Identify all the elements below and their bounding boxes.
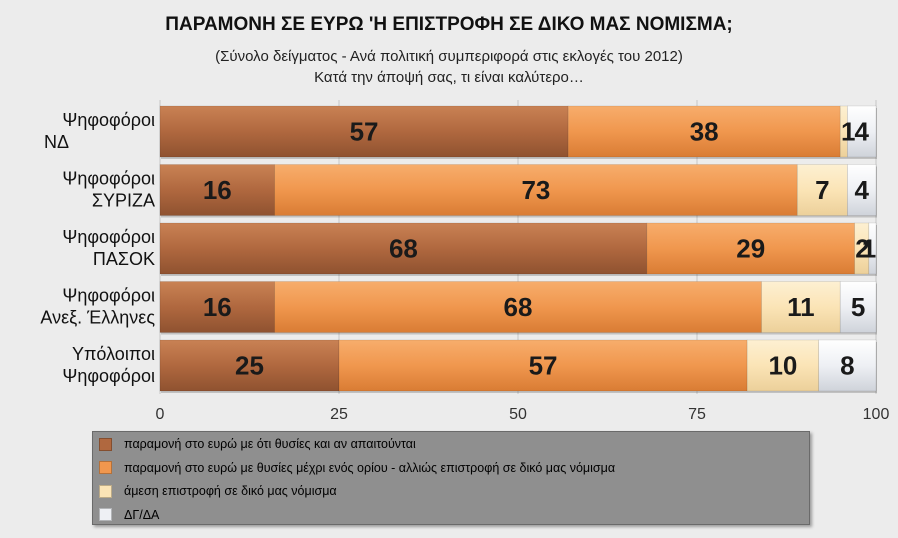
category-label: Ανεξ. Έλληνες	[40, 308, 155, 328]
subtitle-line-1: (Σύνολο δείγματος - Ανά πολιτική συμπερι…	[215, 48, 683, 65]
legend-item: παραμονή στο ευρώ με θυσίες μέχρι ενός ο…	[99, 458, 615, 478]
category-label: Ψηφοφόροι	[62, 286, 155, 306]
data-label: 73	[521, 175, 550, 205]
data-label: 1	[841, 117, 855, 147]
bar-segment	[839, 281, 877, 333]
data-label: 38	[690, 117, 719, 147]
bar-segment	[847, 105, 877, 158]
category-labels: ΨηφοφόροιΝΔΨηφοφόροιΣΥΡΙΖΑΨηφοφόροιΠΑΣΟΚ…	[40, 110, 155, 386]
bar-segment	[274, 164, 798, 216]
bar-segment	[868, 222, 877, 275]
bar-segment	[761, 281, 841, 333]
data-label: 11	[787, 292, 815, 322]
x-tick-label: 75	[688, 406, 706, 423]
legend-swatch	[99, 484, 112, 498]
bar-segment	[159, 164, 275, 216]
x-axis-ticks: 0 25 50 75 100	[156, 406, 890, 423]
category-label: ΣΥΡΙΖΑ	[92, 191, 155, 211]
data-label: 16	[203, 175, 232, 205]
data-label: 68	[504, 292, 533, 322]
category-label: Υπόλοιποι	[72, 344, 155, 364]
data-label: 4	[854, 117, 869, 147]
category-label: ΠΑΣΟΚ	[93, 249, 155, 269]
data-label: 8	[840, 351, 854, 381]
x-tick-label: 0	[156, 406, 165, 423]
legend-label: παραμονή στο ευρώ με ότι θυσίες και αν α…	[124, 437, 416, 451]
legend-swatch	[99, 508, 112, 521]
category-label: ΝΔ	[44, 132, 69, 152]
subtitle-line-2: Κατά την άποψή σας, τι είναι καλύτερο…	[314, 69, 584, 86]
bar-segment	[274, 281, 762, 333]
category-label: Ψηφοφόροι	[62, 169, 155, 189]
bar-segment	[159, 105, 569, 158]
bar-segment	[159, 339, 340, 392]
legend-item: παραμονή στο ευρώ με ότι θυσίες και αν α…	[99, 434, 416, 454]
bar-segment	[646, 222, 855, 275]
bar-segment	[746, 339, 820, 392]
legend-label: άμεση επιστροφή σε δικό μας νόμισμα	[124, 484, 337, 498]
category-label: Ψηφοφόροι	[62, 227, 155, 247]
data-label: 29	[736, 234, 765, 264]
bar-segment	[796, 164, 848, 216]
legend-item: ΔΓ/ΔΑ	[99, 505, 159, 525]
bar-segment	[847, 164, 877, 216]
legend-swatch	[99, 437, 112, 451]
data-label: 57	[529, 351, 558, 381]
data-label: 16	[203, 292, 232, 322]
data-label: 68	[389, 234, 418, 264]
bar-segment	[567, 105, 841, 158]
x-tick-label: 50	[509, 406, 527, 423]
data-label: 2	[855, 234, 869, 264]
legend-label: παραμονή στο ευρώ με θυσίες μέχρι ενός ο…	[124, 460, 616, 475]
bar-segment	[159, 281, 275, 333]
data-label: 1	[862, 234, 876, 264]
chart-title: ΠΑΡΑΜΟΝΗ ΣΕ ΕΥΡΩ 'Η ΕΠΙΣΤΡΟΦΗ ΣΕ ΔΙΚΟ ΜΑ…	[165, 14, 733, 35]
bar-segment	[338, 339, 748, 392]
category-label: Ψηφοφόροι	[62, 366, 155, 386]
bar-segment	[818, 339, 877, 392]
legend-label: ΔΓ/ΔΑ	[124, 507, 160, 522]
x-tick-label: 100	[863, 406, 890, 423]
x-tick-label: 25	[330, 406, 348, 423]
category-label: Ψηφοφόροι	[62, 110, 155, 130]
bar-segment	[159, 222, 648, 275]
legend-item: άμεση επιστροφή σε δικό μας νόμισμα	[99, 481, 337, 501]
data-label: 4	[854, 175, 869, 205]
data-label: 10	[768, 351, 797, 381]
chart-subtitle: (Σύνολο δείγματος - Ανά πολιτική συμπερι…	[0, 46, 898, 88]
legend: παραμονή στο ευρώ με ότι θυσίες και αν α…	[92, 431, 810, 525]
data-label: 25	[235, 351, 264, 381]
data-label: 7	[815, 175, 829, 205]
data-label: 57	[350, 117, 379, 147]
data-label: 5	[851, 292, 865, 322]
legend-swatch	[99, 461, 112, 474]
